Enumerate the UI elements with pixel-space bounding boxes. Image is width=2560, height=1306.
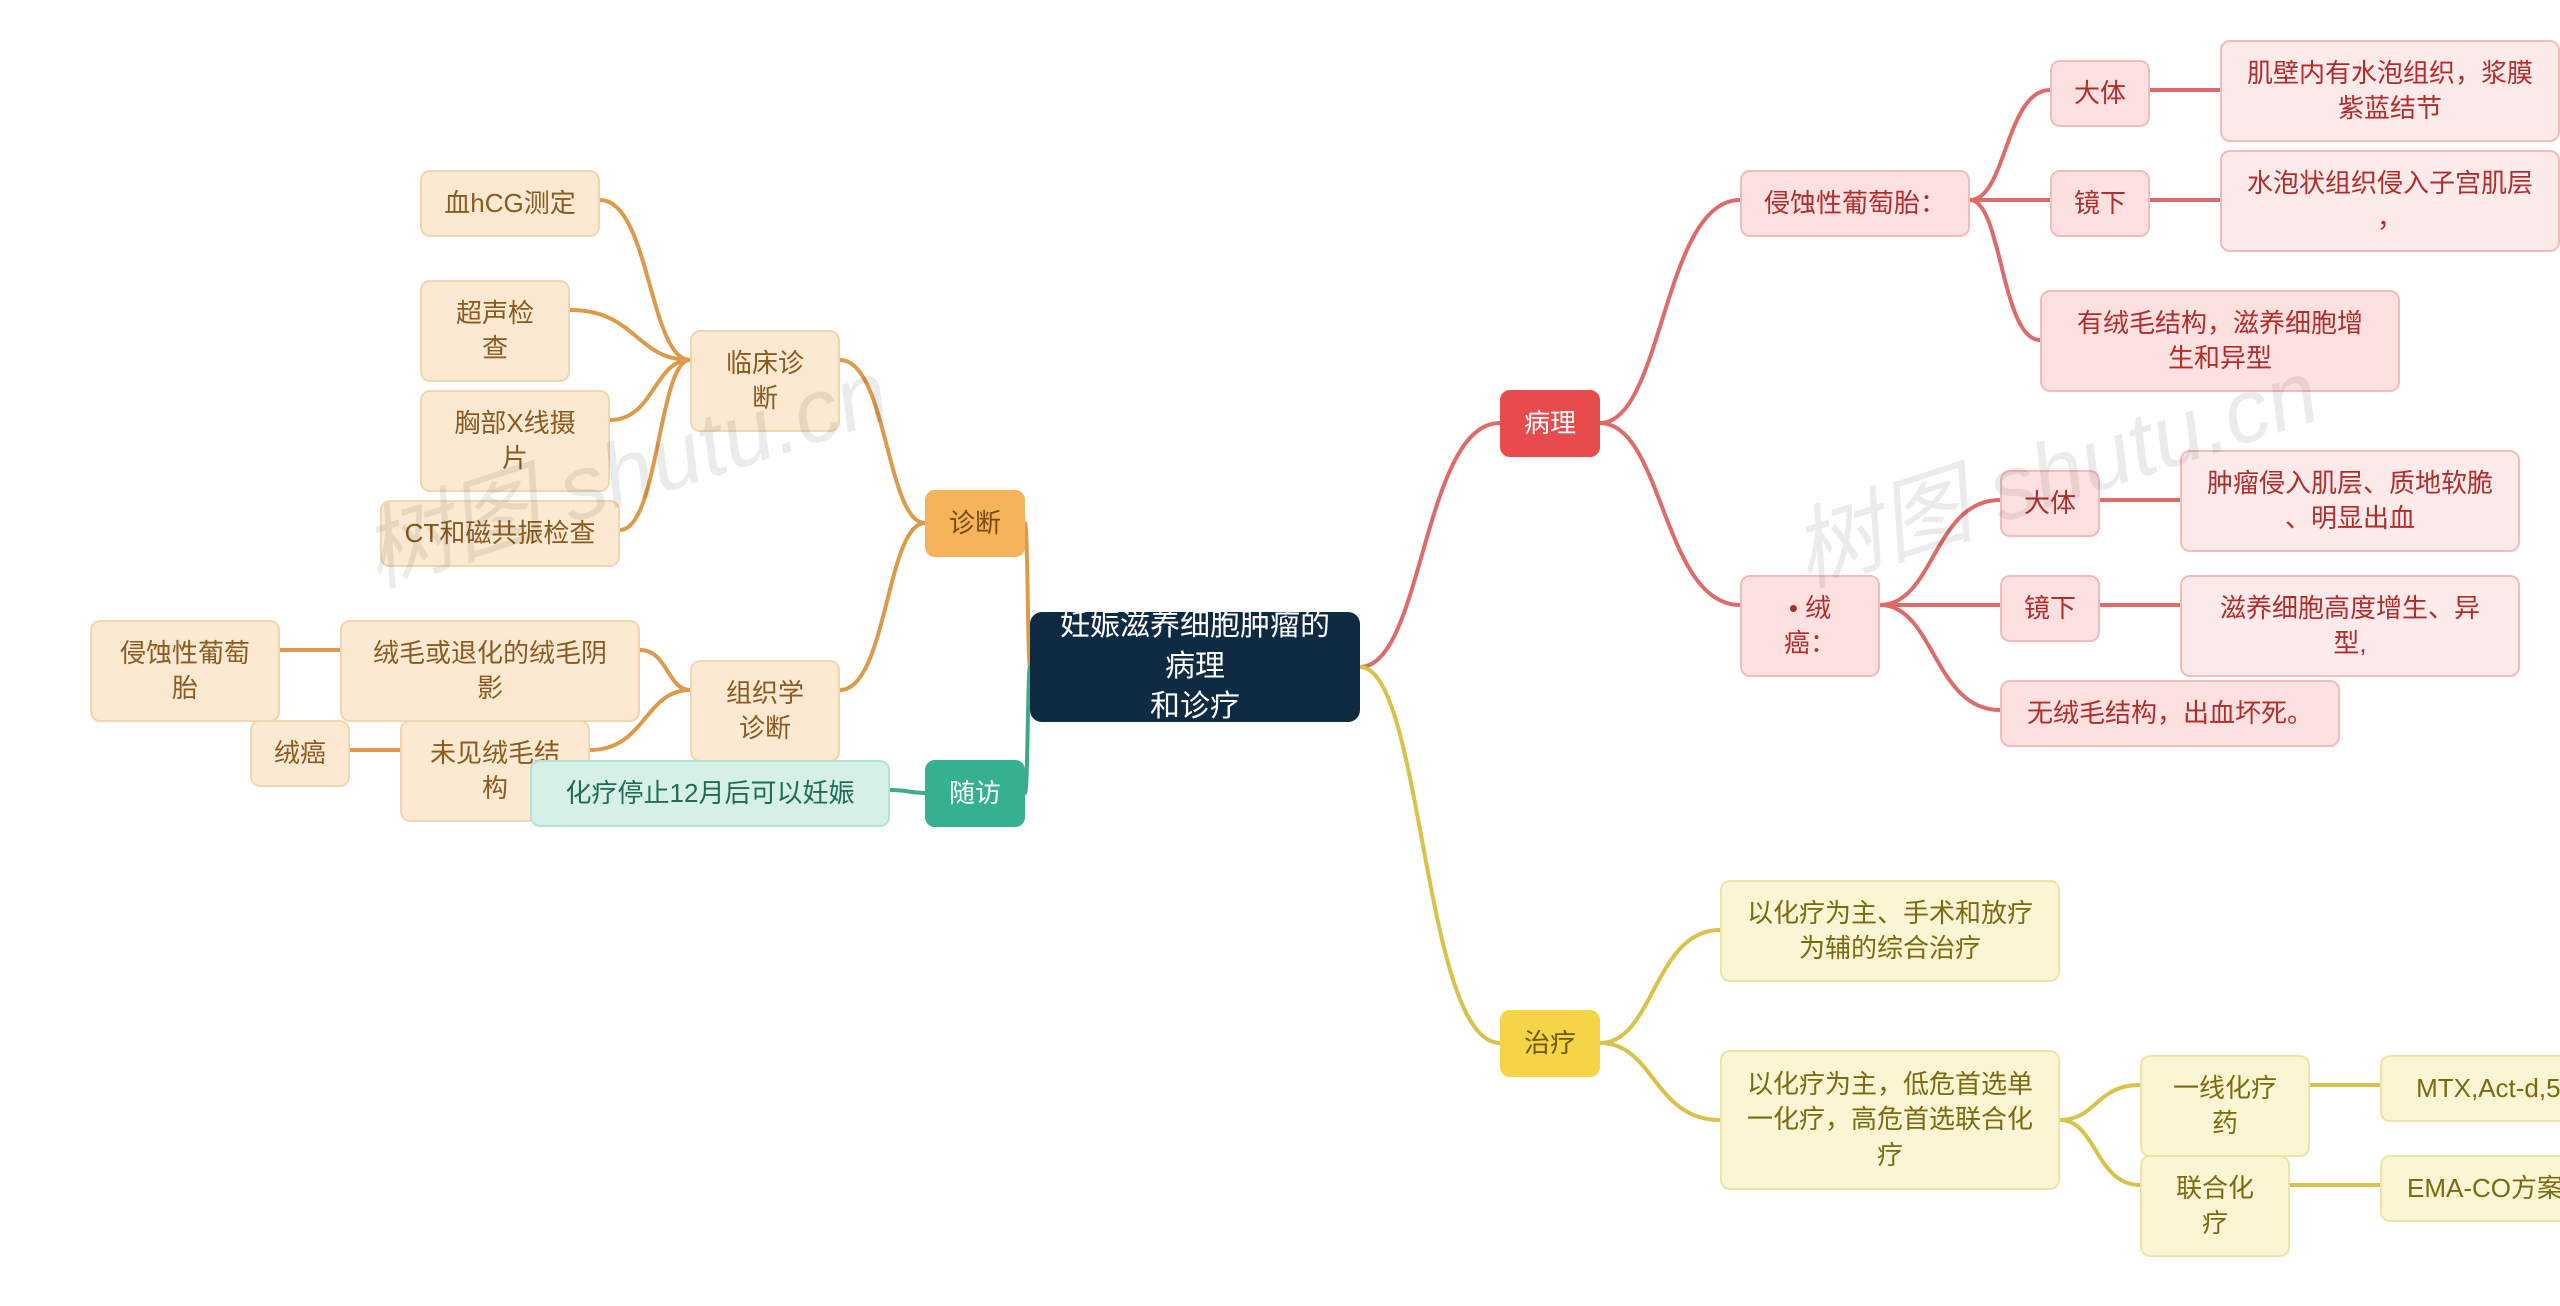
node-zd[interactable]: 诊断 [925,490,1025,557]
node-bl2c[interactable]: 无绒毛结构，出血坏死。 [2000,680,2340,747]
node-zd1b[interactable]: 超声检查 [420,280,570,382]
node-bl2[interactable]: • 绒癌： [1740,575,1880,677]
node-bl1a1[interactable]: 肌壁内有水泡组织，浆膜 紫蓝结节 [2220,40,2560,142]
mindmap-canvas: 妊娠滋养细胞肿瘤的病理 和诊疗病理治疗诊断随访侵蚀性葡萄胎：• 绒癌：大体镜下有… [0,0,2560,1306]
node-bl2a[interactable]: 大体 [2000,470,2100,537]
node-bl[interactable]: 病理 [1500,390,1600,457]
node-bl1c[interactable]: 有绒毛结构，滋养细胞增 生和异型 [2040,290,2400,392]
node-zl2a[interactable]: 一线化疗药 [2140,1055,2310,1157]
node-sf[interactable]: 随访 [925,760,1025,827]
node-bl2a1[interactable]: 肿瘤侵入肌层、质地软脆 、明显出血 [2180,450,2520,552]
node-zd2[interactable]: 组织学诊断 [690,660,840,762]
node-bl1b1[interactable]: 水泡状组织侵入子宫肌层 ， [2220,150,2560,252]
node-zl1[interactable]: 以化疗为主、手术和放疗 为辅的综合治疗 [1720,880,2060,982]
node-bl1a[interactable]: 大体 [2050,60,2150,127]
node-bl1b[interactable]: 镜下 [2050,170,2150,237]
node-zl2b1[interactable]: EMA-CO方案 [2380,1155,2560,1222]
node-zl2a1[interactable]: MTX,Act-d,5-FU [2380,1055,2560,1122]
root-node[interactable]: 妊娠滋养细胞肿瘤的病理 和诊疗 [1030,612,1360,722]
node-sf1[interactable]: 化疗停止12月后可以妊娠 [530,760,890,827]
node-zl[interactable]: 治疗 [1500,1010,1600,1077]
node-zd1a[interactable]: 血hCG测定 [420,170,600,237]
node-bl2b[interactable]: 镜下 [2000,575,2100,642]
node-bl2b1[interactable]: 滋养细胞高度增生、异型, [2180,575,2520,677]
node-zl2[interactable]: 以化疗为主，低危首选单 一化疗，高危首选联合化 疗 [1720,1050,2060,1190]
node-zd2a1[interactable]: 侵蚀性葡萄胎 [90,620,280,722]
node-zd2b1[interactable]: 绒癌 [250,720,350,787]
node-zd1[interactable]: 临床诊断 [690,330,840,432]
node-zl2b[interactable]: 联合化疗 [2140,1155,2290,1257]
node-zd2a[interactable]: 绒毛或退化的绒毛阴影 [340,620,640,722]
node-zd1d[interactable]: CT和磁共振检查 [380,500,620,567]
node-bl1[interactable]: 侵蚀性葡萄胎： [1740,170,1970,237]
node-zd1c[interactable]: 胸部X线摄片 [420,390,610,492]
